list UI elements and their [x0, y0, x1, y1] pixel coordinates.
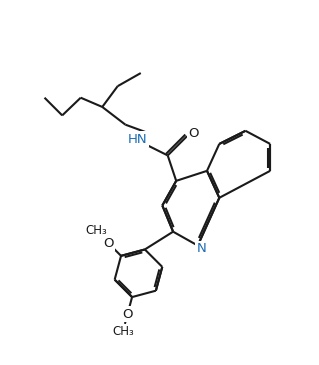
Text: O: O	[188, 127, 198, 141]
Text: O: O	[103, 237, 114, 250]
Text: HN: HN	[128, 133, 147, 146]
Text: O: O	[122, 308, 133, 321]
Text: N: N	[197, 242, 206, 255]
Text: CH₃: CH₃	[112, 325, 134, 338]
Text: CH₃: CH₃	[85, 224, 107, 237]
